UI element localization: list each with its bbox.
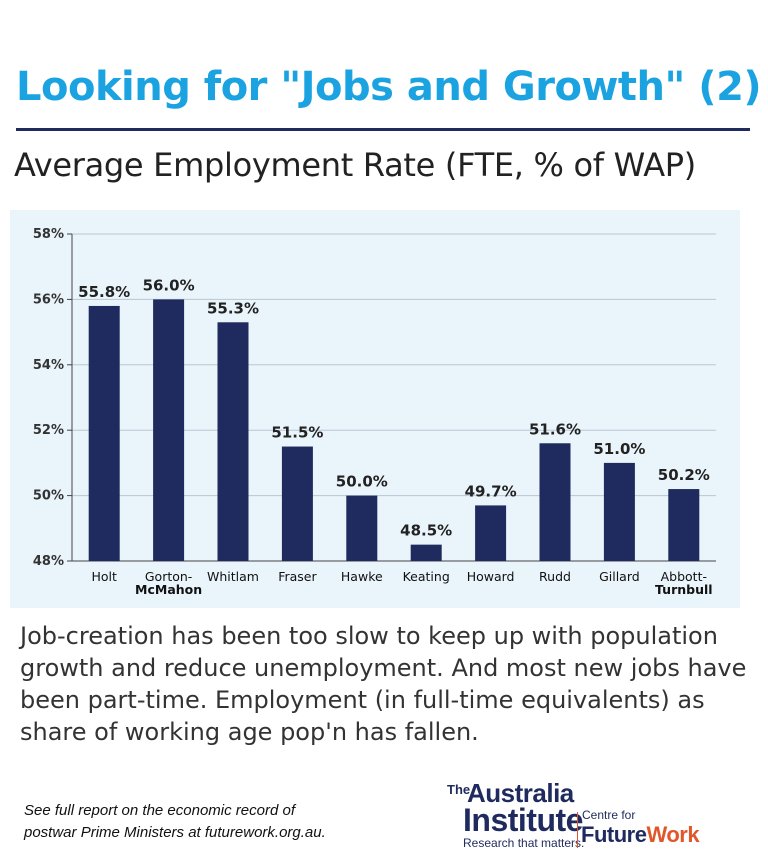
bar bbox=[346, 495, 378, 561]
bar bbox=[668, 489, 700, 561]
logo-future-work: FutureWork bbox=[581, 822, 700, 848]
data-label: 51.5% bbox=[271, 424, 323, 442]
data-label: 48.5% bbox=[400, 522, 452, 540]
bar-chart: 48% 50% 52% 54% 56% 58% 55.8% Holt 56.0% Gorton-M… bbox=[33, 227, 716, 597]
x-tick-label: Hawke bbox=[341, 569, 383, 584]
bar bbox=[217, 322, 249, 561]
logo-the: The bbox=[447, 782, 471, 797]
logo-divider bbox=[577, 812, 578, 848]
australia-institute-logo: The Australia Institute Research that ma… bbox=[447, 778, 747, 858]
x-tick-label: McMahon bbox=[135, 582, 202, 597]
x-tick-label: Whitlam bbox=[207, 569, 259, 584]
chart-subtitle: Average Employment Rate (FTE, % of WAP) bbox=[14, 146, 696, 184]
bar bbox=[539, 443, 571, 561]
footnote: See full report on the economic record o… bbox=[24, 800, 424, 844]
logo-institute: Institute bbox=[463, 802, 583, 838]
y-tick-label: 50% bbox=[33, 489, 64, 504]
data-label: 55.8% bbox=[78, 283, 130, 301]
x-tick-label: Gillard bbox=[599, 569, 640, 584]
y-tick-label: 56% bbox=[33, 292, 64, 307]
y-tick-label: 58% bbox=[33, 227, 64, 242]
footnote-line-2: postwar Prime Ministers at futurework.or… bbox=[24, 824, 326, 841]
data-label: 51.0% bbox=[593, 440, 645, 458]
y-tick-label: 48% bbox=[33, 554, 64, 569]
x-tick-label: Holt bbox=[91, 569, 117, 584]
x-tick-label: Rudd bbox=[539, 569, 571, 584]
data-label: 49.7% bbox=[465, 482, 517, 500]
logo-work: Work bbox=[646, 822, 700, 847]
data-label: 56.0% bbox=[143, 276, 195, 294]
bar bbox=[410, 544, 442, 561]
bar bbox=[475, 505, 507, 561]
data-label: 50.2% bbox=[658, 466, 710, 484]
logo-australia: Australia bbox=[467, 778, 574, 808]
page-title: Looking for "Jobs and Growth" (2) bbox=[16, 64, 762, 110]
x-tick-label: Abbott- bbox=[661, 569, 707, 584]
data-label: 51.6% bbox=[529, 420, 581, 438]
bar bbox=[281, 446, 313, 561]
x-tick-label: Fraser bbox=[278, 569, 317, 584]
bar bbox=[88, 305, 120, 561]
bar bbox=[603, 462, 635, 561]
x-tick-label: Howard bbox=[467, 569, 515, 584]
x-tick-label: Keating bbox=[403, 569, 450, 584]
data-label: 50.0% bbox=[336, 473, 388, 491]
logo-centre-for: Centre for bbox=[582, 808, 636, 822]
title-divider bbox=[16, 128, 750, 131]
footnote-line-1: See full report on the economic record o… bbox=[24, 802, 295, 819]
y-tick-label: 54% bbox=[33, 358, 64, 373]
chart-panel: 48% 50% 52% 54% 56% 58% 55.8% Holt 56.0% Gorton- M… bbox=[10, 210, 740, 608]
y-tick-label: 52% bbox=[33, 423, 64, 438]
description-text: Job-creation has been too slow to keep u… bbox=[20, 622, 747, 746]
x-tick-label: Turnbull bbox=[655, 582, 713, 597]
logo-future: Future bbox=[581, 822, 647, 847]
data-label: 55.3% bbox=[207, 299, 259, 317]
bar bbox=[153, 299, 185, 561]
logo-tagline: Research that matters. bbox=[463, 836, 585, 850]
x-tick-label: Gorton- bbox=[145, 569, 192, 584]
